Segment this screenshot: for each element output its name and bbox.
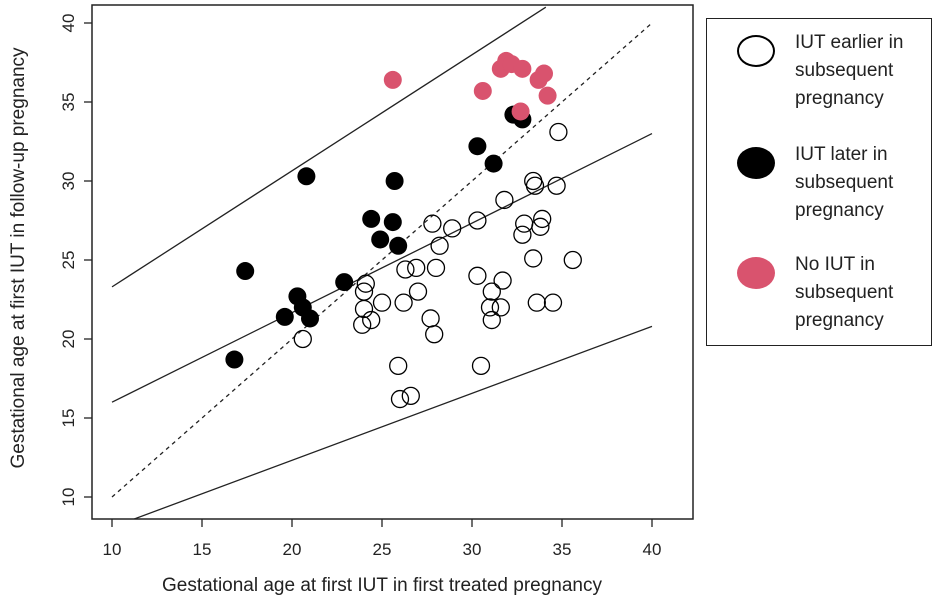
data-point-series1-8 xyxy=(362,209,381,228)
x-tick-label: 10 xyxy=(103,540,122,559)
reference-line-3 xyxy=(132,325,653,519)
data-point-series1-7 xyxy=(335,273,354,292)
data-point-series0-35 xyxy=(531,217,550,236)
legend-filled-black-marker xyxy=(737,147,775,179)
data-point-series0-30 xyxy=(515,214,534,233)
data-point-series0-36 xyxy=(533,209,552,229)
data-point-series0-29 xyxy=(513,225,532,244)
y-tick-label: 20 xyxy=(59,330,78,349)
data-points xyxy=(225,51,582,409)
y-tick-label: 30 xyxy=(59,172,78,191)
data-point-series2-5 xyxy=(513,59,532,78)
data-point-series1-10 xyxy=(383,213,402,232)
data-point-series0-15 xyxy=(425,325,444,344)
data-point-series0-23 xyxy=(480,298,500,317)
y-tick-label: 10 xyxy=(59,488,78,507)
data-point-series0-17 xyxy=(426,258,446,278)
x-tick-label: 20 xyxy=(283,540,302,559)
data-point-series0-7 xyxy=(389,356,408,376)
data-point-series0-8 xyxy=(390,389,410,409)
data-point-series1-11 xyxy=(389,236,408,255)
reference-line-2 xyxy=(111,6,547,288)
legend-label-earlier: IUT earlier in subsequent pregnancy xyxy=(795,32,904,109)
y-axis-ticks: 10 15 20 25 30 35 40 xyxy=(59,14,92,507)
data-point-series0-38 xyxy=(547,176,566,195)
legend-filled-pink-marker xyxy=(737,257,775,289)
data-point-series1-14 xyxy=(484,154,503,173)
data-point-series0-33 xyxy=(524,249,543,268)
x-tick-label: 30 xyxy=(463,540,482,559)
x-tick-label: 40 xyxy=(643,540,662,559)
data-point-series0-28 xyxy=(495,190,514,210)
data-point-series0-3 xyxy=(356,274,375,293)
data-point-series1-2 xyxy=(275,307,294,326)
data-point-series0-16 xyxy=(423,214,442,233)
data-point-series1-5 xyxy=(301,309,319,328)
x-axis-label: Gestational age at first IUT in first tr… xyxy=(162,575,603,596)
data-point-series0-18 xyxy=(430,236,449,255)
data-point-series0-12 xyxy=(407,258,426,278)
legend-open-circle-marker xyxy=(737,35,775,67)
y-tick-label: 35 xyxy=(59,93,78,112)
data-point-series0-21 xyxy=(468,266,487,285)
data-point-series1-0 xyxy=(225,350,244,369)
data-point-series0-32 xyxy=(525,176,545,195)
data-point-series0-9 xyxy=(401,386,420,406)
data-point-series0-10 xyxy=(394,293,413,312)
data-point-series0-22 xyxy=(471,356,491,376)
data-point-series0-6 xyxy=(372,293,392,312)
data-point-series0-40 xyxy=(563,250,582,270)
scatter-chart: 10 15 20 25 30 35 40 10 15 20 25 30 35 40 Gestationa… xyxy=(8,4,694,596)
data-point-series2-6 xyxy=(511,102,530,121)
data-point-series1-9 xyxy=(371,230,390,249)
data-point-series0-20 xyxy=(468,211,487,230)
y-tick-label: 25 xyxy=(59,251,78,270)
data-point-series0-26 xyxy=(491,298,510,317)
data-point-series0-4 xyxy=(362,310,381,330)
data-point-series0-24 xyxy=(482,282,501,301)
data-point-series0-39 xyxy=(549,122,568,142)
data-point-series0-34 xyxy=(527,293,546,312)
data-point-series0-0 xyxy=(293,329,312,349)
data-point-series2-9 xyxy=(538,86,557,105)
data-point-series0-11 xyxy=(396,260,415,279)
data-point-series0-19 xyxy=(443,219,462,238)
data-point-series1-6 xyxy=(297,167,316,186)
data-point-series0-1 xyxy=(353,315,372,334)
data-point-series0-25 xyxy=(482,310,501,330)
legend-label-no-iut: No IUT in subsequent pregnancy xyxy=(795,254,894,331)
x-tick-label: 25 xyxy=(373,540,392,559)
data-point-series2-1 xyxy=(473,81,492,100)
data-point-series2-8 xyxy=(535,64,553,83)
x-tick-label: 35 xyxy=(553,540,572,559)
plot-frame xyxy=(91,4,694,520)
data-point-series1-1 xyxy=(236,262,255,281)
data-point-series2-0 xyxy=(383,70,402,89)
y-axis-label: Gestational age at first IUT in follow-u… xyxy=(8,47,29,469)
y-tick-label: 15 xyxy=(59,409,78,428)
legend: IUT earlier in subsequent pregnancy IUT … xyxy=(706,18,932,346)
data-point-series1-12 xyxy=(385,172,404,190)
x-axis-ticks: 10 15 20 25 30 35 40 xyxy=(103,519,662,559)
data-point-series1-13 xyxy=(468,137,487,156)
y-tick-label: 40 xyxy=(59,14,78,33)
data-point-series0-14 xyxy=(421,309,440,328)
data-point-series0-27 xyxy=(493,271,512,290)
data-point-series0-5 xyxy=(354,282,374,301)
x-tick-label: 15 xyxy=(193,540,212,559)
legend-label-later: IUT later in subsequent pregnancy xyxy=(795,144,894,221)
data-point-series0-13 xyxy=(408,282,428,301)
data-point-series0-37 xyxy=(543,293,563,312)
